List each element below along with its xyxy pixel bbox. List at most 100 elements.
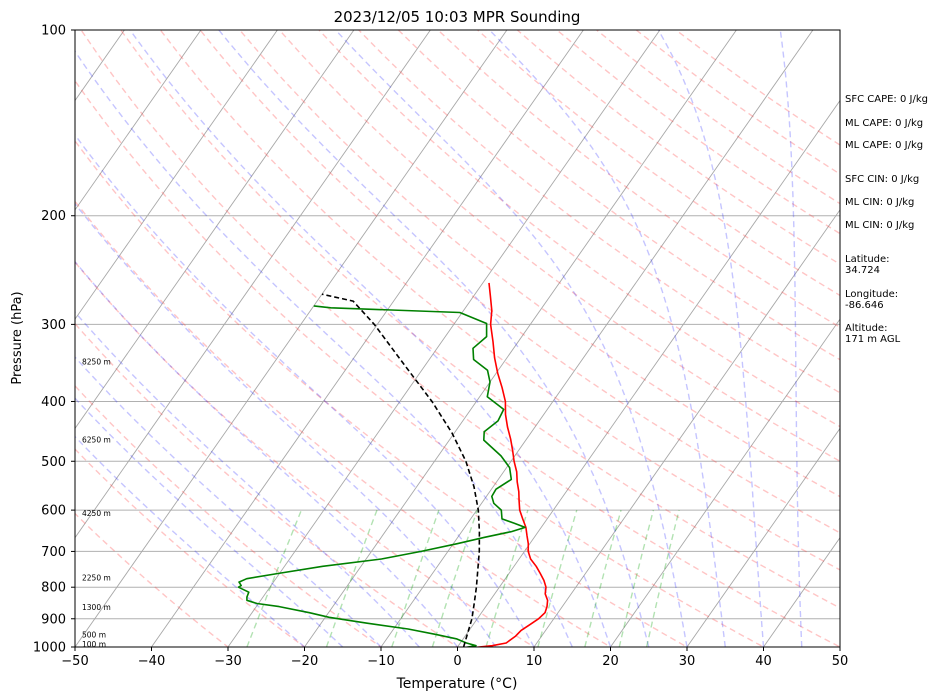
mixing-ratio-line <box>618 509 655 647</box>
height-label: 100 m <box>82 640 106 649</box>
y-tick-label: 400 <box>41 395 66 410</box>
y-tick-label: 700 <box>41 545 66 560</box>
indices-entry: SFC CIN: 0 J/kg <box>845 174 919 185</box>
x-tick-label: 10 <box>526 654 543 669</box>
isotherm <box>0 16 58 660</box>
y-tick-label: 500 <box>41 455 66 470</box>
mixing-ratio-line <box>537 509 578 647</box>
mixing-ratio-line <box>485 509 529 647</box>
dry-adiabat <box>318 30 840 428</box>
moist-adiabat <box>657 30 765 647</box>
moist-adiabat <box>335 30 688 647</box>
mixing-ratio-line <box>584 509 622 647</box>
moist-adiabat <box>488 30 726 647</box>
moist-adiabat <box>779 30 803 647</box>
indices-entry: ML CIN: 0 J/kg <box>845 220 914 231</box>
x-axis-label: Temperature (°C) <box>396 676 518 692</box>
y-tick-label: 300 <box>41 318 66 333</box>
isotherm <box>303 30 737 647</box>
dry-adiabat <box>358 30 840 394</box>
sounding-traces <box>237 282 549 647</box>
mixing-ratio-line <box>645 509 680 647</box>
mixing-ratio-line <box>391 509 440 647</box>
isotherm <box>533 209 840 647</box>
height-label: 4250 m <box>82 509 111 518</box>
x-tick-label: −50 <box>61 654 88 669</box>
sounding-indices: SFC CAPE: 0 J/kg ML CAPE: 0 J/kg ML CAPE: … <box>845 94 928 345</box>
moist-adiabat <box>75 202 497 647</box>
height-label: 6250 m <box>82 436 111 445</box>
y-tick-label: 1000 <box>33 641 66 656</box>
isotherm <box>456 99 840 647</box>
height-label: 1300 m <box>82 603 111 612</box>
y-tick-label: 100 <box>41 24 66 39</box>
x-tick-label: −20 <box>291 654 318 669</box>
x-tick-label: 0 <box>453 654 461 669</box>
y-tick-label: 900 <box>41 612 66 627</box>
isotherm <box>686 427 840 647</box>
background-lines <box>0 16 840 660</box>
indices-entry: SFC CAPE: 0 J/kg <box>845 94 928 105</box>
moist-adiabat <box>75 397 344 647</box>
mixing-ratio-line <box>246 509 303 647</box>
indices-entry: Latitude: 34.724 <box>845 254 890 276</box>
dry-adiabat <box>75 448 306 647</box>
dry-adiabat <box>159 30 840 571</box>
dewpoint-trace <box>237 305 526 647</box>
indices-entry: ML CIN: 0 J/kg <box>845 197 914 208</box>
moist-adiabat <box>75 260 459 647</box>
moist-adiabat <box>75 133 535 647</box>
height-label: 2250 m <box>82 574 111 583</box>
isotherm <box>609 318 840 647</box>
dry-adiabat <box>75 139 689 647</box>
mixing-ratio-line <box>431 509 478 647</box>
moist-adiabat <box>75 356 382 647</box>
dry-adiabat <box>120 30 840 609</box>
isotherm <box>75 30 508 647</box>
y-tick-label: 800 <box>41 581 66 596</box>
temperature-trace <box>472 282 549 647</box>
x-tick-label: 40 <box>755 654 772 669</box>
y-axis-label: Pressure (hPa) <box>10 291 25 384</box>
y-tick-label: 600 <box>41 504 66 519</box>
x-tick-label: −10 <box>367 654 394 669</box>
isotherm <box>380 30 814 647</box>
chart-title: 2023/12/05 10:03 MPR Sounding <box>334 8 581 26</box>
dry-adiabat <box>75 79 765 647</box>
dry-adiabat <box>75 322 459 647</box>
isotherm <box>75 30 202 211</box>
plot-frame <box>74 29 841 648</box>
isotherm <box>150 30 584 647</box>
isotherm <box>75 30 355 430</box>
indices-entry: ML CAPE: 0 J/kg <box>845 140 923 151</box>
x-tick-label: −40 <box>138 654 165 669</box>
moist-adiabat <box>218 30 650 647</box>
dry-adiabat <box>75 200 612 647</box>
height-label: 8250 m <box>82 357 111 366</box>
dry-adiabat <box>437 30 840 329</box>
isotherm <box>227 30 661 647</box>
moist-adiabat <box>75 311 420 647</box>
y-axis: 100 200 300 400 500 600 700 800 900 1000 <box>33 24 75 656</box>
moist-adiabat <box>129 30 612 647</box>
dry-adiabat <box>75 512 230 647</box>
mixing-ratio-line <box>325 509 378 647</box>
parcel-trace <box>321 293 481 647</box>
height-label: 500 m <box>82 631 106 640</box>
dry-adiabat <box>75 384 383 647</box>
x-tick-label: 50 <box>832 654 849 669</box>
indices-entry: ML CAPE: 0 J/kg <box>845 118 923 129</box>
dry-adiabat <box>199 30 840 534</box>
indices-entry: Longitude: -86.646 <box>845 289 898 311</box>
x-tick-label: −30 <box>214 654 241 669</box>
indices-entry: Altitude: 171 m AGL <box>845 323 901 345</box>
isotherm <box>762 536 840 647</box>
y-tick-label: 200 <box>41 209 66 224</box>
isotherm <box>75 30 431 539</box>
dry-adiabat <box>75 261 536 647</box>
x-axis: −50 −40 −30 −20 −10 0 10 20 30 40 50 <box>61 647 848 669</box>
x-tick-label: 20 <box>602 654 619 669</box>
dry-adiabat <box>477 30 840 297</box>
